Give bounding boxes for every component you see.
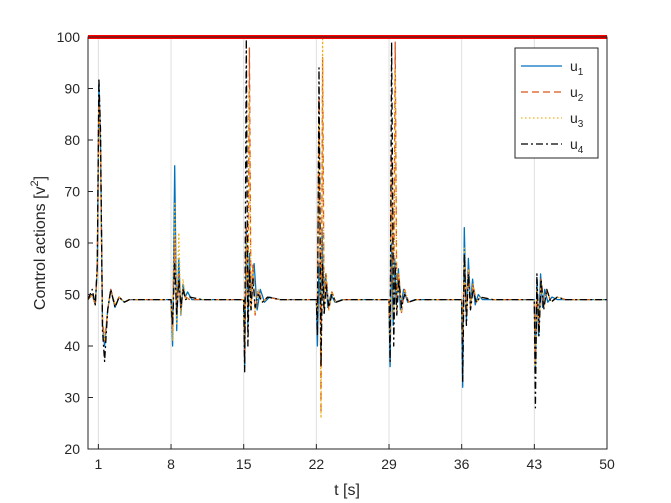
y-tick-label: 50 — [64, 287, 80, 303]
legend-box — [514, 47, 599, 159]
x-axis-label: t [s] — [334, 482, 360, 499]
legend-label-name: u — [570, 136, 578, 152]
y-tick-label: 30 — [64, 390, 80, 406]
legend-label-u3: u3 — [570, 110, 584, 130]
y-axis-label: Control actions [v2] — [29, 176, 49, 310]
legend-label-subscript: 1 — [578, 67, 584, 78]
legend-label-subscript: 2 — [578, 93, 584, 104]
y-axis-label-tail: ] — [32, 176, 49, 180]
y-axis-label-sup: 2 — [29, 180, 41, 186]
legend-label-name: u — [570, 58, 578, 74]
x-tick-label: 22 — [309, 456, 325, 472]
legend-label-name: u — [570, 110, 578, 126]
legend-label-subscript: 4 — [578, 145, 584, 156]
x-tick-label: 29 — [381, 456, 397, 472]
x-tick-label: 36 — [454, 456, 470, 472]
legend-label-u1: u1 — [570, 58, 584, 78]
y-tick-label: 90 — [64, 81, 80, 97]
y-tick-label: 80 — [64, 132, 80, 148]
y-axis-label-main: Control actions [v — [32, 186, 49, 310]
y-tick-label: 100 — [57, 29, 81, 45]
series-group — [88, 37, 607, 419]
legend-label-name: u — [570, 84, 578, 100]
series-line-u4 — [88, 37, 607, 409]
y-tick-label: 40 — [64, 338, 80, 354]
x-tick-label: 8 — [167, 456, 175, 472]
x-tick-label: 1 — [94, 456, 102, 472]
y-tick-label: 70 — [64, 184, 80, 200]
x-tick-label: 50 — [599, 456, 615, 472]
legend-label-u4: u4 — [570, 136, 584, 156]
y-tick-label: 20 — [64, 441, 80, 457]
x-tick-label: 15 — [236, 456, 252, 472]
legend-label-u2: u2 — [570, 84, 584, 104]
y-tick-label: 60 — [64, 235, 80, 251]
legend-label-subscript: 3 — [578, 119, 584, 130]
x-tick-label: 43 — [527, 456, 543, 472]
